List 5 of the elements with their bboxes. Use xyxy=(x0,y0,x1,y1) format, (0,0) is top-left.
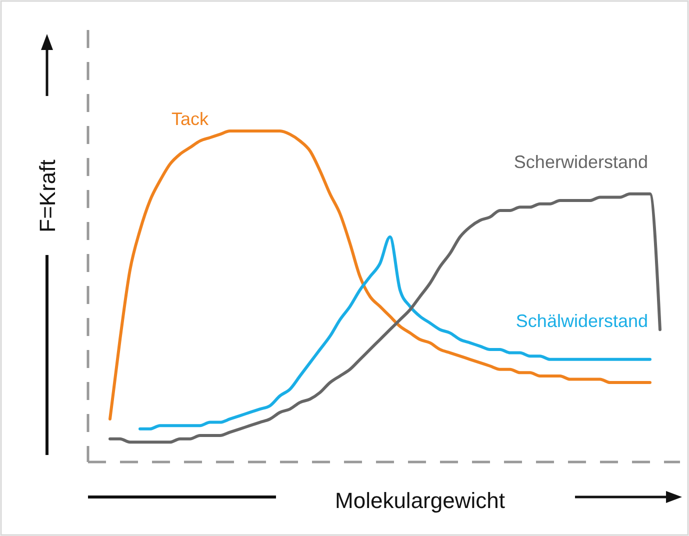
series-label: Schälwiderstand xyxy=(516,311,648,331)
x-axis-title: Molekulargewicht xyxy=(335,488,505,513)
y-axis-title: F=Kraft xyxy=(35,160,60,232)
series-label: Scherwiderstand xyxy=(514,152,648,172)
series-label: Tack xyxy=(171,109,210,129)
